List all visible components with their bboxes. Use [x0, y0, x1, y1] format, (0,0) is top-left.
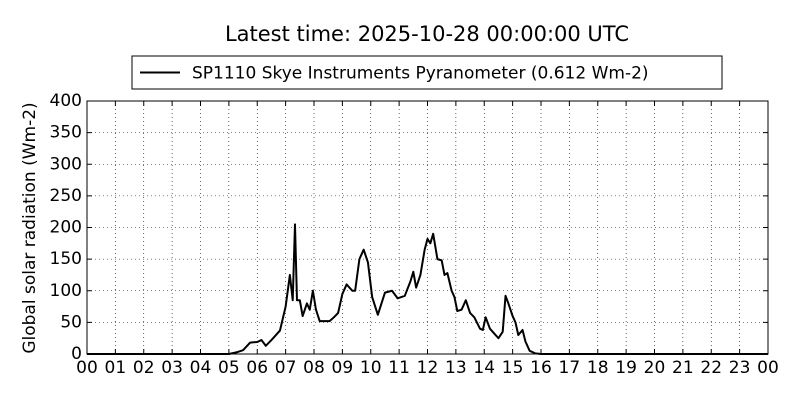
x-tick-label: 18 — [587, 358, 609, 378]
plot-frame — [86, 100, 769, 355]
x-tick-label: 15 — [502, 358, 524, 378]
chart-title: Latest time: 2025-10-28 00:00:00 UTC — [225, 22, 629, 46]
y-tick-label: 50 — [60, 312, 82, 332]
x-tick-label: 03 — [161, 358, 183, 378]
x-tick-label: 02 — [133, 358, 155, 378]
y-tick-label: 400 — [50, 91, 82, 111]
x-tick-label: 00 — [757, 358, 779, 378]
x-tick-label: 23 — [729, 358, 751, 378]
data-line — [87, 223, 768, 355]
x-tick-label: 16 — [530, 358, 552, 378]
x-tick-label: 11 — [388, 358, 410, 378]
x-tick-label: 04 — [190, 358, 212, 378]
y-tick-label: 100 — [50, 281, 82, 301]
y-tick-label: 350 — [50, 123, 82, 143]
y-tick-label: 200 — [50, 218, 82, 238]
x-tick-label: 05 — [218, 358, 240, 378]
x-tick-label: 00 — [76, 358, 98, 378]
x-tick-label: 19 — [615, 358, 637, 378]
x-tick-label: 01 — [105, 358, 127, 378]
x-tick-label: 21 — [672, 358, 694, 378]
y-tick-label: 0 — [71, 344, 82, 364]
x-tick-label: 14 — [473, 358, 495, 378]
x-tick-label: 10 — [360, 358, 382, 378]
x-tick-label: 17 — [559, 358, 581, 378]
x-tick-label: 09 — [332, 358, 354, 378]
x-tick-label: 12 — [417, 358, 439, 378]
y-tick-label: 300 — [50, 154, 82, 174]
legend-label: SP1110 Skye Instruments Pyranometer (0.6… — [192, 64, 649, 84]
x-tick-label: 07 — [275, 358, 297, 378]
x-tick-label: 22 — [700, 358, 722, 378]
y-axis-label: Global solar radiation (Wm-2) — [20, 102, 40, 353]
y-tick-label: 250 — [50, 186, 82, 206]
x-tick-label: 06 — [246, 358, 268, 378]
x-tick-label: 13 — [445, 358, 467, 378]
y-tick-label: 150 — [50, 249, 82, 269]
x-tick-label: 20 — [644, 358, 666, 378]
legend-box — [131, 55, 723, 90]
x-tick-label: 08 — [303, 358, 325, 378]
